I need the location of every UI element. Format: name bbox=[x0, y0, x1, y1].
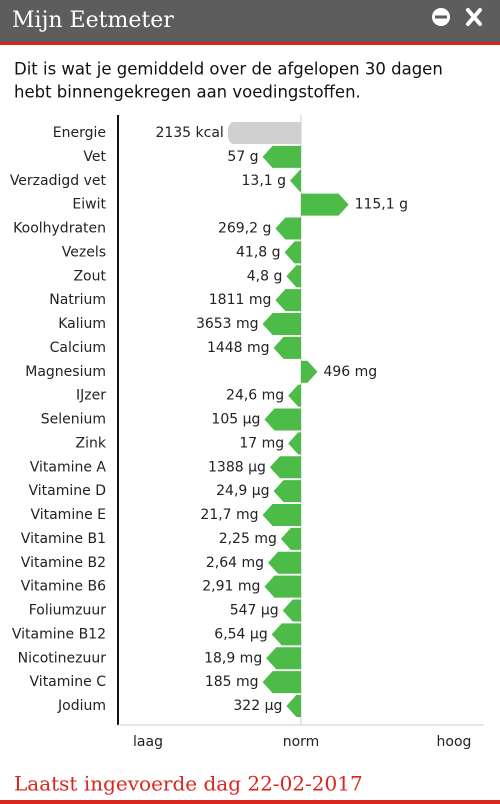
nutrient-amount: 24,6 mg bbox=[226, 388, 284, 404]
nutrient-name: Vitamine B12 bbox=[12, 626, 106, 642]
nutrient-name: Magnesium bbox=[25, 364, 106, 380]
nutrient-amount: 2135 kcal bbox=[155, 125, 223, 141]
level-bar bbox=[262, 504, 301, 526]
nutrient-amount: 1811 mg bbox=[209, 292, 272, 308]
nutrient-name: Zout bbox=[73, 268, 106, 284]
nutrient-name: Vitamine E bbox=[30, 507, 106, 523]
nutrient-amount: 547 µg bbox=[230, 603, 279, 619]
nutrient-name: Vitamine A bbox=[30, 459, 107, 475]
scale-label: norm bbox=[283, 734, 320, 750]
nutrient-amount: 17 mg bbox=[239, 435, 284, 451]
nutrient-name: Vitamine B6 bbox=[21, 579, 106, 595]
level-bar bbox=[273, 336, 301, 359]
level-bar bbox=[301, 193, 349, 216]
footer-line bbox=[0, 800, 500, 804]
minimize-button[interactable] bbox=[432, 8, 450, 26]
level-bar bbox=[264, 408, 301, 431]
nutrient-amount: 21,7 mg bbox=[200, 507, 258, 523]
nutrient-name: Jodium bbox=[57, 698, 106, 714]
nutrient-name: Vitamine D bbox=[29, 483, 106, 499]
level-bar bbox=[271, 623, 301, 646]
nutrient-amount: 322 µg bbox=[233, 698, 282, 714]
header-line bbox=[0, 42, 500, 45]
level-bar bbox=[280, 527, 301, 550]
nutrient-amount: 2,91 mg bbox=[202, 579, 260, 595]
nutrient-name: Vitamine B1 bbox=[21, 531, 106, 547]
nutrient-amount: 57 g bbox=[227, 149, 258, 165]
close-button[interactable] bbox=[466, 8, 482, 26]
level-bar bbox=[288, 432, 301, 455]
level-bar bbox=[275, 289, 301, 312]
nutrient-amount: 3653 mg bbox=[196, 316, 259, 332]
footer-text: Laatst ingevoerde dag 22-02-2017 bbox=[14, 772, 363, 796]
nutrient-name: Nicotinezuur bbox=[18, 650, 107, 666]
level-bar bbox=[288, 384, 301, 407]
level-bar bbox=[227, 122, 301, 144]
level-bar bbox=[290, 169, 301, 192]
nutrient-name: Vitamine B2 bbox=[21, 555, 106, 571]
level-bar bbox=[275, 217, 301, 240]
header-title: Mijn Eetmeter bbox=[12, 8, 174, 33]
nutrient-name: Verzadigd vet bbox=[10, 173, 107, 189]
nutrient-amount: 2,25 mg bbox=[219, 531, 277, 547]
level-bar bbox=[264, 575, 301, 598]
nutrient-amount: 105 µg bbox=[211, 412, 260, 428]
header-bar bbox=[0, 0, 500, 42]
level-bar bbox=[266, 647, 301, 670]
nutrient-name: Vet bbox=[83, 149, 106, 165]
nutrient-name: Eiwit bbox=[72, 197, 106, 213]
nutrient-amount: 18,9 mg bbox=[204, 650, 262, 666]
nutrient-amount: 41,8 g bbox=[236, 244, 281, 260]
level-bar bbox=[301, 360, 318, 383]
level-bar bbox=[284, 241, 301, 264]
nutrient-name: Foliumzuur bbox=[29, 603, 107, 619]
level-bar bbox=[262, 671, 301, 694]
level-bar bbox=[269, 456, 301, 479]
nutrient-name: Kalium bbox=[58, 316, 106, 332]
level-bar bbox=[262, 313, 301, 335]
level-bar bbox=[282, 599, 301, 622]
level-bar bbox=[286, 265, 301, 288]
scale-label: hoog bbox=[437, 734, 472, 750]
nutrient-amount: 24,9 µg bbox=[216, 483, 269, 499]
nutrient-name: Vitamine C bbox=[30, 674, 107, 690]
nutrient-name: IJzer bbox=[76, 388, 106, 404]
nutrient-name: Calcium bbox=[50, 340, 106, 356]
scale-label: laag bbox=[133, 734, 163, 750]
nutrient-amount: 4,8 g bbox=[247, 268, 283, 284]
nutrient-amount: 1448 mg bbox=[207, 340, 270, 356]
level-bar bbox=[273, 480, 301, 503]
nutrient-amount: 13,1 g bbox=[242, 173, 287, 189]
nutrient-amount: 115,1 g bbox=[355, 197, 408, 213]
intro-line: hebt binnengekregen aan voedingstoffen. bbox=[14, 83, 361, 102]
nutrient-name: Selenium bbox=[41, 412, 106, 428]
nutrient-amount: 6,54 µg bbox=[214, 626, 267, 642]
nutrient-amount: 185 mg bbox=[205, 674, 259, 690]
level-bar bbox=[268, 551, 301, 574]
nutrient-name: Koolhydraten bbox=[13, 221, 106, 237]
nutrient-amount: 269,2 g bbox=[218, 221, 271, 237]
nutrient-amount: 496 mg bbox=[323, 364, 377, 380]
nutrient-amount: 2,64 mg bbox=[206, 555, 264, 571]
nutrient-amount: 1388 µg bbox=[208, 459, 266, 475]
level-bar bbox=[262, 145, 301, 168]
nutrient-name: Zink bbox=[76, 435, 107, 451]
nutrient-name: Natrium bbox=[49, 292, 106, 308]
nutrient-name: Vezels bbox=[62, 244, 106, 260]
level-bar bbox=[286, 695, 301, 717]
nutrient-name: Energie bbox=[53, 125, 106, 141]
intro-line: Dit is wat je gemiddeld over de afgelope… bbox=[14, 60, 443, 79]
